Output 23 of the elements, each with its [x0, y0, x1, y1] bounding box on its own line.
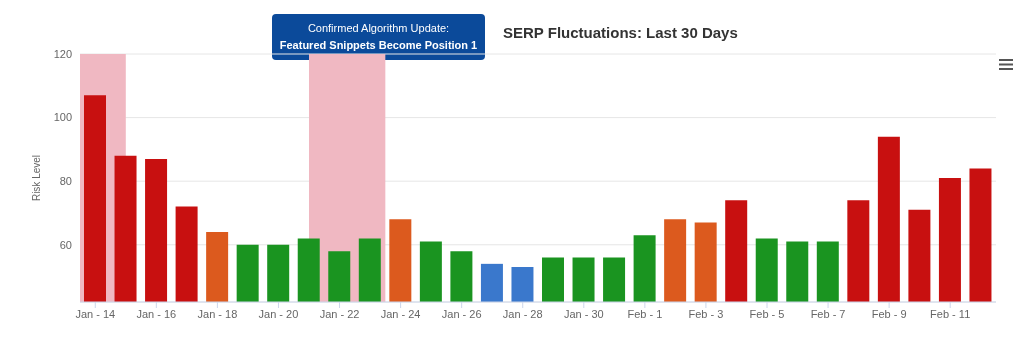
- x-tick-label: Jan - 16: [136, 307, 177, 320]
- x-tick-label: Jan - 30: [563, 307, 604, 320]
- y-axis-title: Risk Level: [30, 154, 42, 202]
- x-tick-label: Feb - 9: [871, 307, 907, 320]
- x-tick-label: Feb - 1: [627, 307, 663, 320]
- x-tick-label: Jan - 22: [319, 307, 360, 320]
- x-tick-label: Feb - 11: [930, 307, 971, 320]
- x-tick-label: Jan - 20: [258, 307, 299, 320]
- y-tick-label: 60: [59, 238, 72, 251]
- text: Featured Snippets Become Position 1: [278, 38, 479, 53]
- chart-title: SERP Fluctuations: Last 30 Days: [503, 24, 738, 41]
- y-tick-label: 100: [53, 111, 72, 124]
- x-tick-label: Feb - 7: [810, 307, 846, 320]
- x-tick-label: Jan - 28: [502, 307, 543, 320]
- y-tick-label: 120: [53, 47, 72, 60]
- x-tick-label: Feb - 3: [688, 307, 724, 320]
- x-tick-label: Jan - 18: [197, 307, 238, 320]
- x-tick-label: Jan - 26: [441, 307, 482, 320]
- x-tick-label: Jan - 24: [380, 307, 421, 320]
- text: Confirmed Algorithm Update:: [306, 21, 451, 36]
- y-tick-label: 80: [59, 175, 72, 188]
- x-tick-label: Feb - 5: [749, 307, 785, 320]
- x-tick-label: Jan - 14: [75, 307, 116, 320]
